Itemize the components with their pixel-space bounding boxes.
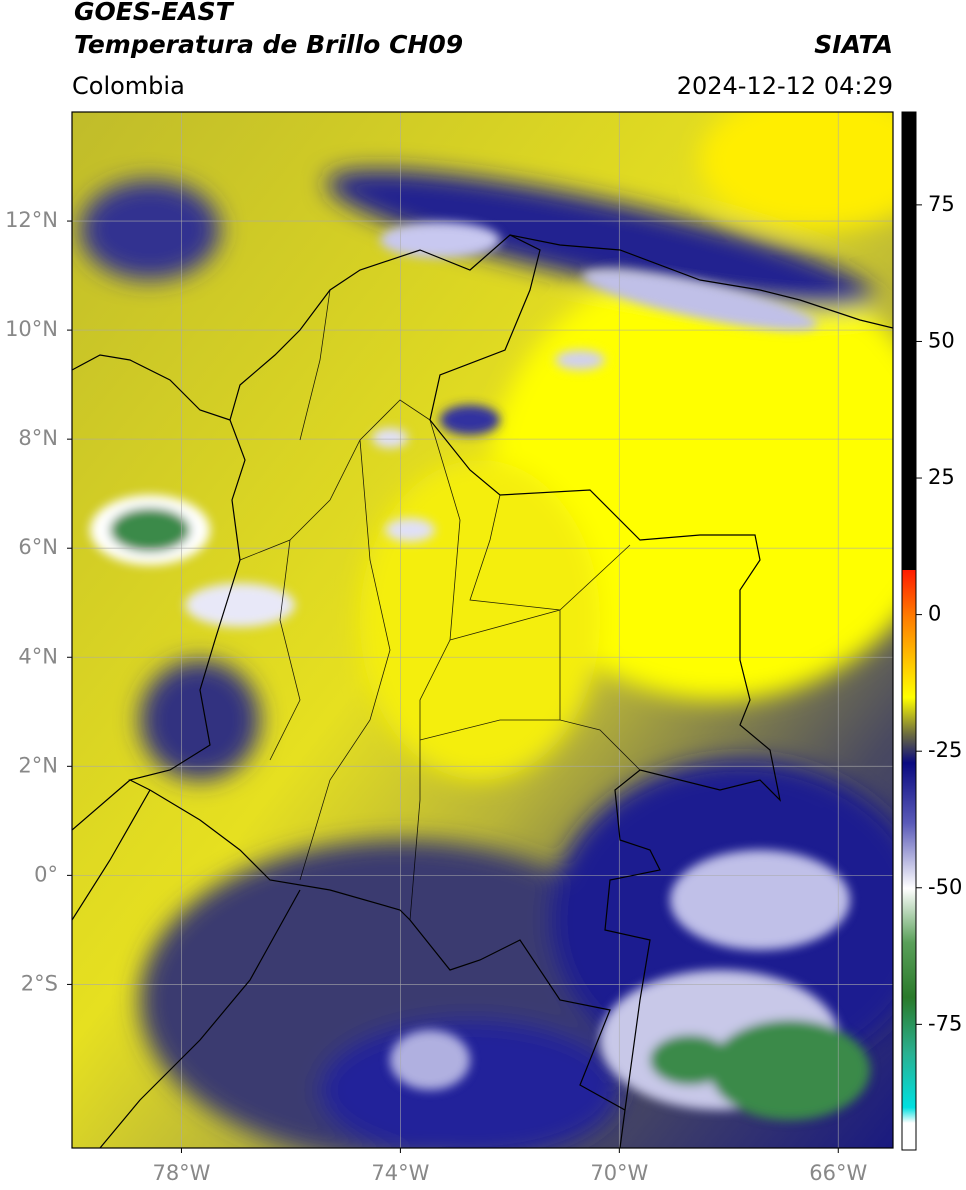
header: GOES-EAST Temperatura de Brillo CH09 SIA… xyxy=(72,0,893,100)
colombia-border xyxy=(128,234,781,1111)
venezuela-coast xyxy=(509,234,893,329)
lon-tick-label: 74°W xyxy=(371,1161,429,1185)
colorbar xyxy=(901,111,917,1151)
colorbar-tick-label: 50 xyxy=(928,328,955,352)
lat-tick-label: 2°N xyxy=(18,753,58,777)
lat-tick-label: 8°N xyxy=(18,426,58,450)
lon-tick-label: 70°W xyxy=(590,1161,648,1185)
colorbar-axis: 75 50 25 0 -25 -50 -75 xyxy=(916,192,962,1035)
graticule xyxy=(72,112,893,1148)
colorbar-tick-label: 75 xyxy=(928,192,955,216)
axes: 78°W 74°W 70°W 66°W 12°N 10°N 8°N 6°N 4°N 2°N 0° 2°… xyxy=(5,208,867,1185)
neighbor-borders xyxy=(72,779,626,1148)
lat-tick-label: 4°N xyxy=(18,644,58,668)
lon-tick-label: 66°W xyxy=(809,1161,867,1185)
title: GOES-EAST xyxy=(74,0,235,26)
lat-tick-label: 0° xyxy=(34,862,58,886)
colorbar-tick-label: -75 xyxy=(928,1011,962,1035)
lat-tick-label: 10°N xyxy=(5,317,58,341)
lon-tick-label: 78°W xyxy=(152,1161,210,1185)
satellite-image xyxy=(72,112,893,1148)
datetime: 2024-12-12 04:29 xyxy=(677,72,893,100)
colorbar-tick-label: -50 xyxy=(928,875,962,899)
lat-tick-label: 6°N xyxy=(18,535,58,559)
lat-tick-label: 2°S xyxy=(21,971,58,995)
panama-border xyxy=(72,354,231,421)
borders xyxy=(72,234,893,1148)
colorbar-tick-label: 0 xyxy=(928,602,941,626)
region: Colombia xyxy=(72,72,185,100)
map-frame xyxy=(71,111,894,1149)
colorbar-tick-label: -25 xyxy=(928,738,962,762)
colorbar-tick-label: 25 xyxy=(928,465,955,489)
lat-tick-label: 12°N xyxy=(5,208,58,232)
subtitle: Temperatura de Brillo CH09 xyxy=(74,30,463,59)
source: SIATA xyxy=(814,30,893,59)
